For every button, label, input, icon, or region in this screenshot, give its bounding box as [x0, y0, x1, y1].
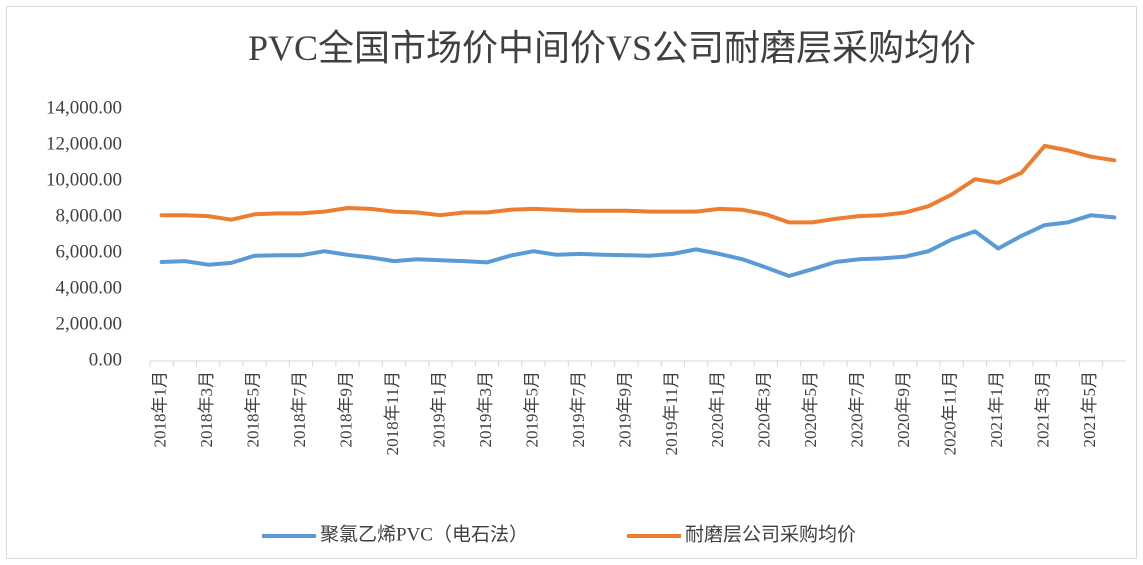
- x-tick-label: 2018年5月: [243, 371, 262, 448]
- x-tick-label: 2018年3月: [197, 371, 216, 448]
- y-tick-label: 2,000.00: [56, 313, 123, 334]
- x-tick-label: 2021年1月: [987, 371, 1006, 448]
- x-tick-label: 2021年3月: [1034, 371, 1053, 448]
- x-tick-label: 2018年9月: [336, 371, 355, 448]
- chart-title: PVC全国市场价中间价VS公司耐磨层采购均价: [248, 28, 976, 68]
- x-tick-label: 2018年11月: [383, 371, 402, 455]
- y-tick-label: 12,000.00: [46, 133, 122, 154]
- y-tick-label: 10,000.00: [46, 169, 122, 190]
- x-tick-label: 2019年1月: [429, 371, 448, 448]
- y-tick-label: 4,000.00: [56, 277, 123, 298]
- y-tick-label: 6,000.00: [56, 241, 123, 262]
- line-series: [159, 213, 1117, 278]
- legend-label: 耐磨层公司采购均价: [685, 523, 856, 545]
- x-tick-label: 2019年7月: [569, 371, 588, 448]
- x-tick-label: 2020年7月: [848, 371, 867, 448]
- x-tick-label: 2021年5月: [1080, 371, 1099, 448]
- line-series: [159, 143, 1117, 225]
- x-tick-label: 2018年7月: [290, 371, 309, 448]
- x-tick-label: 2020年3月: [755, 371, 774, 448]
- x-tick-label: 2020年11月: [941, 371, 960, 455]
- x-tick-label: 2019年5月: [522, 371, 541, 448]
- x-tick-label: 2020年5月: [801, 371, 820, 448]
- legend-label: 聚氯乙烯PVC（电石法）: [320, 523, 528, 545]
- chart-border: [6, 6, 1137, 559]
- x-tick-label: 2019年11月: [662, 371, 681, 455]
- y-tick-label: 8,000.00: [56, 205, 123, 226]
- x-tick-label: 2019年3月: [476, 371, 495, 448]
- x-tick-label: 2020年1月: [708, 371, 727, 448]
- x-tick-label: 2019年9月: [615, 371, 634, 448]
- x-tick-label: 2020年9月: [894, 371, 913, 448]
- y-tick-label: 0.00: [89, 349, 122, 370]
- x-tick-label: 2018年1月: [151, 371, 170, 448]
- y-tick-label: 14,000.00: [46, 97, 122, 118]
